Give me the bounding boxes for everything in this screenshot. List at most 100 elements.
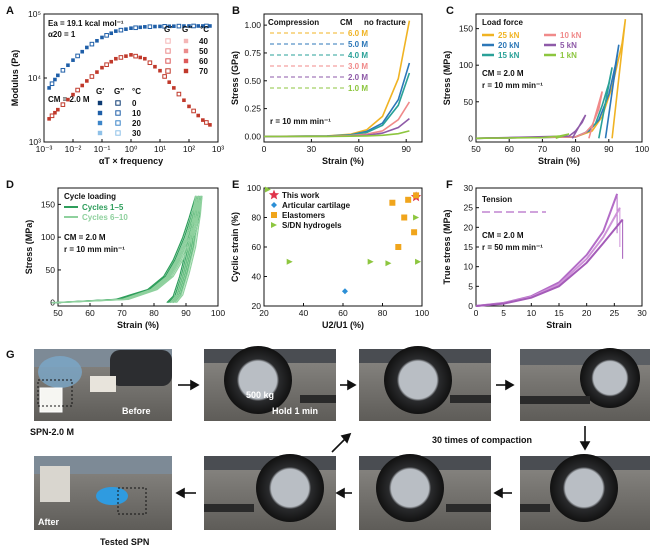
legend-temp-left: 20 — [132, 119, 141, 128]
y-axis-title-c: Stress (MPa) — [442, 51, 452, 106]
y-tick-label-e: 60 — [252, 242, 262, 252]
x-axis-title-a: αT × frequency — [99, 156, 163, 166]
gprime-point — [118, 27, 124, 33]
gprime-point — [172, 24, 176, 28]
point-e-square — [389, 199, 396, 206]
annotation-a-0: Ea = 19.1 kcal mol⁻¹ — [48, 19, 124, 28]
legend-title-c: Load force — [482, 18, 523, 27]
gdoubleprime-point — [100, 65, 104, 70]
gdoubleprime-point — [187, 104, 191, 109]
gprime-point — [133, 25, 138, 31]
sequence-arrows — [175, 379, 591, 499]
y-tick-label-f: 30 — [464, 183, 474, 193]
gprime-point — [66, 63, 70, 68]
x-axis-title-f: Strain — [546, 320, 572, 330]
x-tick-label-f: 15 — [554, 308, 564, 318]
annotation-f-0: CM = 2.0 M — [482, 231, 524, 240]
legend-gp-marker — [165, 58, 171, 64]
gprime-point — [47, 86, 51, 90]
x-tick-label-b: 0 — [262, 144, 267, 154]
gdoubleprime-point — [204, 120, 209, 125]
x-tick-label-c: 60 — [504, 144, 514, 154]
gdoubleprime-point — [143, 56, 147, 61]
y-tick-label-c: 0 — [468, 133, 473, 143]
x-tick-label-d: 70 — [117, 308, 127, 318]
point-e-square — [405, 196, 412, 203]
point-e-triangle — [413, 214, 420, 221]
panel-letter-c: C — [446, 5, 454, 17]
gdoubleprime-point — [147, 60, 153, 66]
gdoubleprime-point — [172, 86, 176, 90]
gprime-point — [109, 31, 114, 36]
photo-roll-3 — [520, 454, 650, 530]
x-tick-label-b: 60 — [354, 144, 364, 154]
y-tick-label-d: 100 — [41, 232, 55, 242]
gdoubleprime-point — [80, 83, 85, 88]
legend-gp-marker — [97, 120, 103, 126]
panel-letter-g: G — [6, 349, 15, 361]
y-tick-label-c: 50 — [464, 97, 474, 107]
legend-header-unit-right: °C — [200, 25, 209, 34]
point-e-triangle — [367, 258, 374, 265]
gprime-point — [104, 33, 109, 38]
gdoubleprime-point — [196, 113, 201, 118]
legend-title-d: Cycle loading — [64, 192, 116, 201]
x-tick-label-c: 90 — [604, 144, 614, 154]
gprime-point — [158, 24, 162, 29]
y-tick-label-d: 50 — [46, 265, 56, 275]
photo-hold: 500 kg Hold 1 min — [204, 346, 336, 421]
legend-gpp-marker — [183, 58, 189, 64]
legend-temp-right: 70 — [199, 67, 208, 76]
panel-letter-f: F — [446, 179, 453, 191]
series-line-c-5 — [475, 133, 570, 140]
after-label: After — [38, 517, 59, 527]
point-e-triangle — [415, 258, 422, 265]
x-tick-label-d: 90 — [181, 308, 191, 318]
legend-gp-marker — [97, 110, 103, 116]
legend-label-e: S/DN hydrogels — [282, 221, 342, 230]
legend-label-b: 3.0 M — [348, 62, 368, 71]
gprime-point — [56, 73, 60, 78]
x-tick-label-a: 10⁻³ — [36, 144, 53, 154]
legend-title-f: Tension — [482, 195, 512, 204]
gprime-point — [60, 67, 66, 73]
legend-label-e: Articular cartilage — [282, 201, 351, 210]
y-axis-title-b: Stress (GPa) — [230, 51, 240, 105]
before-label: Before — [122, 406, 151, 416]
chart-a-modulus: 10⁻³ 10⁻² 10⁻¹ 10⁰ 10¹ 10² 10³ 10³ 10⁴ 10⁵ αT × fr… — [10, 9, 224, 166]
x-tick-label-c: 70 — [538, 144, 548, 154]
gdoubleprime-point — [49, 113, 55, 119]
chart-f-tension: 0 5 10 15 20 25 30 0 5 10 15 20 25 30 Strain True stres… — [442, 183, 647, 330]
y-axis-title-f: True stress (MPa) — [442, 209, 452, 284]
annotation-c-1: r = 10 mm min⁻¹ — [482, 81, 543, 90]
gprime-point — [85, 45, 89, 50]
y-tick-label-c: 150 — [459, 24, 473, 34]
gprime-point — [201, 24, 205, 28]
y-tick-label-a: 10⁵ — [28, 9, 41, 19]
x-axis-title-d: Strain (%) — [117, 320, 159, 330]
y-tick-label-b: 1.00 — [244, 20, 261, 30]
x-axis-title-c: Strain (%) — [538, 156, 580, 166]
legend-header-gpp-right: G″ — [182, 25, 192, 34]
gdoubleprime-point — [162, 74, 167, 79]
x-tick-label-a: 10⁰ — [125, 144, 138, 154]
x-tick-label-e: 60 — [338, 308, 348, 318]
gprime-point — [147, 24, 153, 29]
x-tick-label-d: 50 — [53, 308, 63, 318]
weight-label: 500 kg — [246, 390, 274, 400]
point-e-triangle — [385, 260, 392, 267]
chart-b-compression: 0 30 60 90 0.00 0.25 0.50 0.75 1.00 Strain (%) Str… — [230, 13, 423, 166]
y-tick-label-d: 150 — [41, 199, 55, 209]
legend-header-unit-left: °C — [132, 87, 141, 96]
plot-frame-c — [475, 13, 643, 143]
panel-letter-e: E — [232, 179, 239, 191]
legend-label-c: 1 kN — [560, 51, 577, 60]
legend-gp-marker — [97, 100, 103, 106]
x-tick-label-e: 20 — [259, 308, 269, 318]
x-tick-label-c: 50 — [471, 144, 481, 154]
x-tick-label-f: 0 — [474, 308, 479, 318]
legend-gp-marker — [165, 38, 171, 44]
gdoubleprime-point — [129, 53, 133, 57]
